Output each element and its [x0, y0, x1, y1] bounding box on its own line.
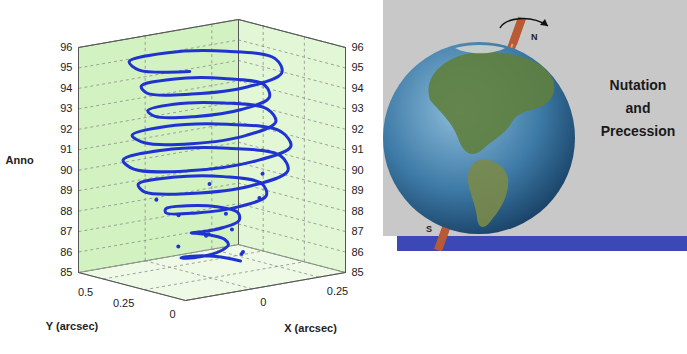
svg-text:93: 93 [60, 102, 72, 114]
svg-text:95: 95 [352, 61, 364, 73]
svg-text:Precession: Precession [601, 123, 676, 139]
svg-text:87: 87 [60, 225, 72, 237]
svg-text:86: 86 [352, 246, 364, 258]
svg-text:96: 96 [352, 41, 364, 53]
svg-text:and: and [626, 100, 651, 116]
svg-text:S: S [426, 224, 432, 234]
svg-text:94: 94 [60, 82, 72, 94]
svg-text:89: 89 [60, 184, 72, 196]
svg-text:92: 92 [60, 123, 72, 135]
svg-text:Anno: Anno [6, 154, 34, 166]
svg-text:96: 96 [60, 41, 72, 53]
svg-text:0: 0 [169, 308, 175, 320]
svg-text:X (arcsec): X (arcsec) [284, 322, 337, 334]
svg-text:95: 95 [60, 61, 72, 73]
svg-text:85: 85 [60, 266, 72, 278]
svg-text:0.25: 0.25 [113, 297, 134, 309]
svg-text:91: 91 [352, 143, 364, 155]
svg-text:Y (arcsec): Y (arcsec) [46, 320, 99, 332]
svg-text:93: 93 [352, 102, 364, 114]
svg-text:94: 94 [352, 82, 364, 94]
svg-text:89: 89 [352, 184, 364, 196]
svg-text:88: 88 [60, 205, 72, 217]
svg-text:0.5: 0.5 [78, 286, 93, 298]
svg-text:0: 0 [260, 296, 266, 308]
svg-text:86: 86 [60, 246, 72, 258]
svg-text:0.25: 0.25 [327, 285, 348, 297]
svg-text:90: 90 [60, 164, 72, 176]
svg-text:Nutation: Nutation [610, 77, 667, 93]
svg-text:88: 88 [352, 205, 364, 217]
svg-text:92: 92 [352, 123, 364, 135]
svg-text:85: 85 [352, 266, 364, 278]
svg-text:N: N [531, 32, 538, 42]
svg-text:91: 91 [60, 143, 72, 155]
svg-text:90: 90 [352, 164, 364, 176]
svg-text:87: 87 [352, 225, 364, 237]
